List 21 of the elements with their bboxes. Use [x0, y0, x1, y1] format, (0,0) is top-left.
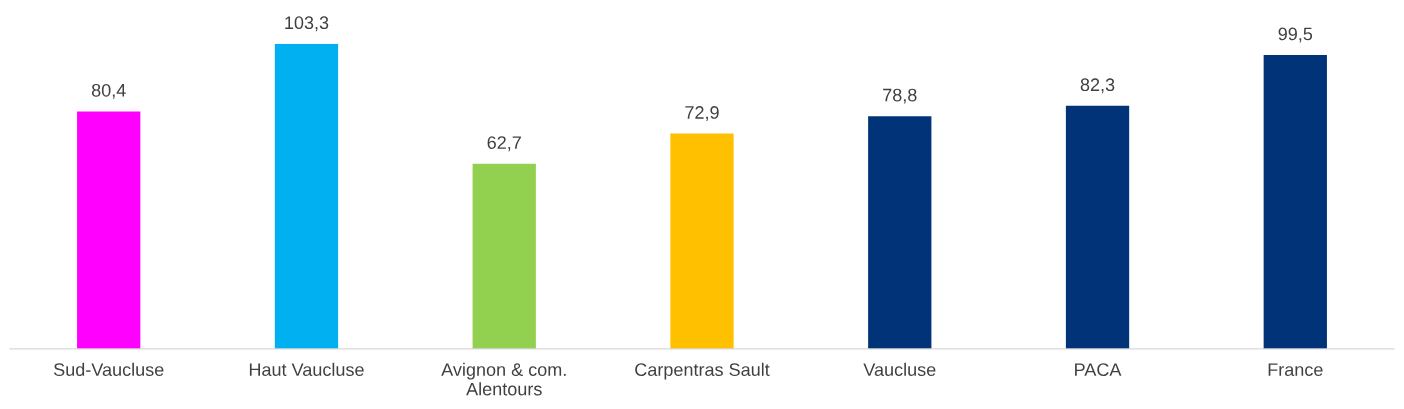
- bar: [472, 163, 536, 349]
- x-tick-label: PACA: [1075, 363, 1122, 377]
- data-label: 103,3: [285, 16, 329, 32]
- x-tick-label: Carpentras Sault: [635, 362, 770, 380]
- bar: [1065, 105, 1130, 349]
- bar: [670, 133, 734, 349]
- bar: [868, 116, 932, 349]
- x-tick-label: Sud-Vaucluse: [53, 362, 164, 377]
- data-label: 82,3: [1080, 78, 1115, 94]
- bar: [1263, 54, 1327, 349]
- x-tick-label: Vaucluse: [863, 362, 936, 377]
- x-tick-label: Avignon & com. Alentours: [441, 362, 566, 396]
- bar: [274, 43, 339, 349]
- data-label: 80,4: [91, 83, 126, 99]
- data-label: 62,7: [487, 136, 521, 152]
- x-tick-label: France: [1268, 363, 1323, 377]
- data-label: 72,9: [685, 106, 719, 122]
- bar: [77, 111, 141, 349]
- data-label: 78,8: [883, 88, 917, 104]
- x-tick-label: Haut Vaucluse: [249, 362, 364, 377]
- data-label: 99,5: [1278, 27, 1313, 43]
